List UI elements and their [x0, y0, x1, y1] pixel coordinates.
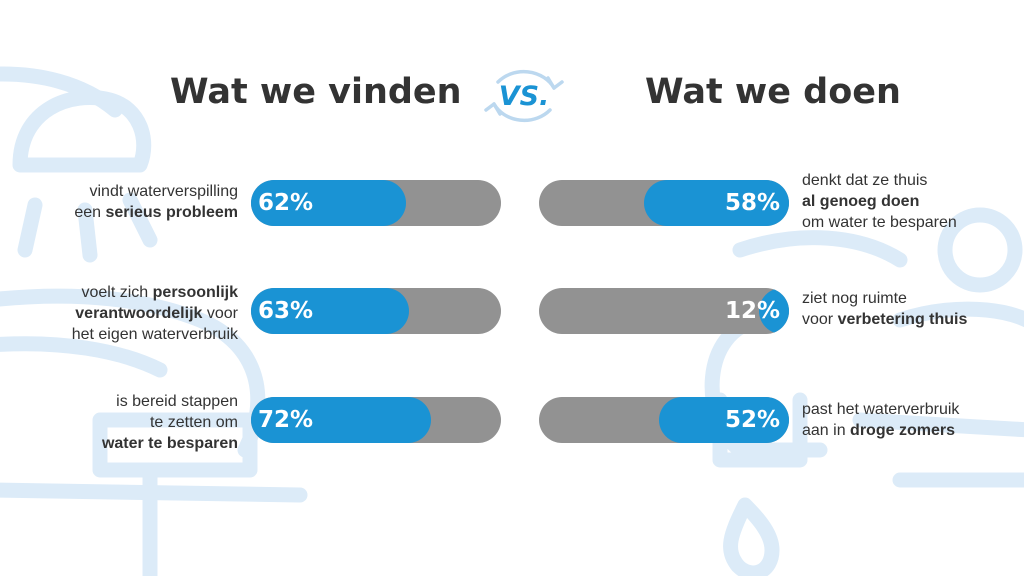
category-label-line: denkt dat ze thuis — [802, 170, 957, 191]
bar-track: 58% — [539, 180, 789, 226]
category-label-line: past het waterverbruik — [802, 399, 959, 420]
bar-track: 72% — [251, 397, 501, 443]
shower-drop-icon — [122, 192, 158, 248]
category-label-line: vindt waterverspilling — [74, 181, 238, 202]
category-label-segment: water te besparen — [101, 435, 238, 452]
category-label-line: ziet nog ruimte — [802, 288, 967, 309]
category-label-segment: serieus probleem — [105, 204, 239, 221]
value-label: 62% — [258, 190, 314, 216]
bar-fill — [659, 397, 789, 443]
bar-track: 52% — [539, 397, 789, 443]
category-label-line: is bereid stappen — [102, 391, 238, 412]
category-label-segment: voor — [202, 305, 238, 322]
vs-label: VS. — [499, 81, 550, 112]
category-label: vindt waterverspilling een serieus proble… — [74, 181, 238, 223]
category-label-segment: ziet nog ruimte — [802, 290, 907, 307]
category-label-line: aan in droge zomers — [802, 420, 959, 441]
category-label-segment: al genoeg doen — [802, 193, 920, 210]
bar-fill — [251, 397, 431, 443]
category-label-segment: het eigen waterverbruik — [71, 326, 238, 343]
category-label-segment: om water te besparen — [802, 214, 957, 231]
category-label-line: water te besparen — [102, 433, 238, 454]
category-label-line: voelt zich persoonlijk — [72, 282, 239, 303]
bar-fill — [759, 288, 789, 334]
right-panel-title: Wat we doen — [645, 72, 901, 112]
water-drop-icon — [723, 497, 780, 576]
category-label: is bereid stappen te zetten om water te be… — [102, 391, 238, 454]
category-label-line: het eigen waterverbruik — [72, 324, 238, 345]
bar-track: 12% — [539, 288, 789, 334]
category-label-segment: voor — [802, 311, 838, 328]
shower-head-icon — [12, 90, 152, 173]
category-label-segment: voelt zich — [81, 284, 153, 301]
category-label-segment: een — [74, 204, 106, 221]
category-label-segment: verbetering thuis — [837, 311, 968, 328]
category-label-segment: denkt dat ze thuis — [802, 172, 928, 189]
category-label: ziet nog ruimte voor verbetering thuis — [802, 288, 967, 330]
value-label: 72% — [258, 407, 314, 433]
category-label-line: een serieus probleem — [74, 202, 238, 223]
valve-wheel-icon — [937, 207, 1023, 293]
category-label-segment: droge zomers — [850, 422, 955, 439]
pipe-icon — [852, 412, 1024, 438]
category-label-segment: persoonlijk — [152, 284, 238, 301]
bar-fill — [644, 180, 789, 226]
shower-drop-icon — [17, 197, 43, 258]
bar-track: 63% — [251, 288, 501, 334]
bar-fill — [251, 288, 409, 334]
category-label-line: om water te besparen — [802, 212, 957, 233]
tap-body-icon — [92, 412, 258, 478]
category-label-line: verantwoordelijk voor — [72, 303, 238, 324]
category-label: past het waterverbruik aan in droge zomer… — [802, 399, 959, 441]
left-panel-title: Wat we vinden — [170, 72, 462, 112]
category-label: denkt dat ze thuis al genoeg doen om water… — [802, 170, 957, 233]
category-label-line: al genoeg doen — [802, 191, 957, 212]
value-label: 12% — [724, 298, 780, 324]
bar-fill — [251, 180, 406, 226]
category-label-segment: te zetten om — [149, 414, 238, 431]
category-label-line: te zetten om — [102, 412, 238, 433]
value-label: 63% — [258, 298, 314, 324]
shower-drop-icon — [77, 202, 98, 263]
valve-icon — [732, 230, 908, 268]
vs-badge: VS. — [484, 69, 564, 123]
category-label-segment: vindt waterverspilling — [89, 183, 238, 200]
pipe-icon — [892, 301, 1024, 328]
pipe-icon — [0, 336, 168, 378]
category-label-line: voor verbetering thuis — [802, 309, 967, 330]
bar-track: 62% — [251, 180, 501, 226]
category-label-segment: past het waterverbruik — [802, 401, 960, 418]
value-label: 58% — [724, 190, 780, 216]
category-label: voelt zich persoonlijk verantwoordelijk v… — [72, 282, 238, 345]
category-label-segment: verantwoordelijk — [75, 305, 203, 322]
category-label-segment: aan in — [802, 422, 851, 439]
category-label-segment: is bereid stappen — [116, 393, 238, 410]
value-label: 52% — [724, 407, 780, 433]
